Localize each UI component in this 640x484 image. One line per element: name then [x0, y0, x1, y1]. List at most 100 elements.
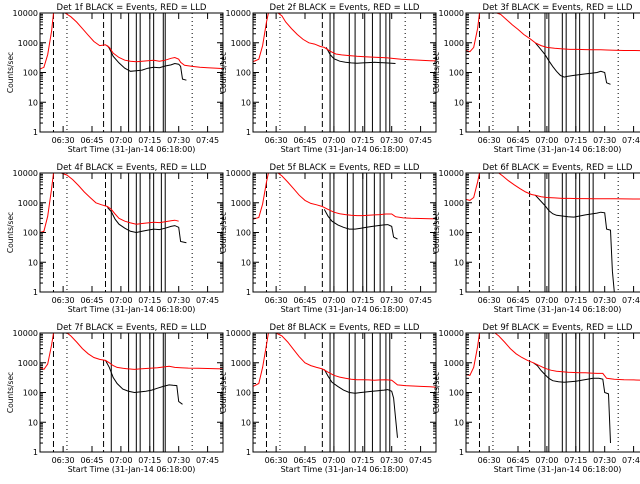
x-tick-label: 07:30 [380, 136, 403, 145]
y-tick-label: 10000 [13, 169, 38, 178]
y-tick-label: 1 [459, 288, 464, 297]
y-tick-label: 1000 [231, 39, 251, 48]
series-line-lld [40, 13, 223, 70]
y-tick-label: 10 [241, 98, 251, 107]
x-tick-label: 07:30 [167, 296, 190, 305]
panel-plot-area [253, 333, 436, 452]
x-tick-label: 06:45 [80, 456, 103, 465]
x-axis-label: Start Time (31-Jan-14 06:18:00) [494, 305, 622, 314]
y-tick-label: 100 [236, 69, 251, 78]
y-tick-label: 1 [33, 448, 38, 457]
x-tick-label: 07:30 [593, 456, 616, 465]
series-line-events [534, 194, 615, 292]
x-tick-label: 07:15 [564, 296, 587, 305]
x-tick-label: 06:45 [293, 296, 316, 305]
panel-det-5: 1 10 100 1000 10000 06:30 06:45 07:00 07:15 07:30… [219, 163, 437, 314]
series-line-lld [466, 173, 640, 201]
x-tick-label: 07:00 [109, 456, 132, 465]
x-axis-label: Start Time (31-Jan-14 06:18:00) [281, 305, 409, 314]
y-tick-label: 100 [449, 69, 464, 78]
panel-det-9: 1 10 100 1000 10000 06:30 06:45 07:00 07:15 07:30… [432, 323, 640, 474]
series-line-events [105, 360, 183, 405]
y-tick-label: 10 [28, 418, 38, 427]
x-axis-label: Start Time (31-Jan-14 06:18:00) [68, 145, 196, 154]
x-tick-label: 06:45 [506, 296, 529, 305]
axes-frame [39, 12, 224, 133]
x-tick-label: 07:15 [351, 136, 374, 145]
x-axis-label: Start Time (31-Jan-14 06:18:00) [68, 305, 196, 314]
x-tick-label: 06:45 [506, 136, 529, 145]
x-tick-label: 07:00 [535, 456, 558, 465]
y-tick-label: 10 [454, 418, 464, 427]
y-tick-label: 100 [23, 229, 38, 238]
x-tick-label: 06:45 [80, 296, 103, 305]
x-tick-label: 07:30 [380, 456, 403, 465]
panel-det-3: 1 10 100 1000 10000 06:30 06:45 07:00 07:15 07:30… [432, 3, 640, 154]
series-line-lld [466, 333, 640, 381]
x-tick-label: 07:00 [322, 136, 345, 145]
series-line-events [323, 209, 398, 240]
y-tick-label: 1 [246, 128, 251, 137]
y-axis-label: Counts/sec [6, 212, 15, 253]
x-tick-label: 06:30 [478, 296, 501, 305]
x-tick-label: 07:30 [380, 296, 403, 305]
series-line-lld [253, 173, 436, 220]
series-line-events [106, 45, 187, 81]
axes-frame [252, 12, 437, 133]
x-tick-label: 06:30 [478, 136, 501, 145]
x-tick-label: 07:45 [196, 456, 219, 465]
y-axis-label: Counts/sec [432, 52, 441, 93]
y-tick-label: 10000 [226, 9, 251, 18]
axes-frame [39, 332, 224, 453]
x-tick-label: 07:30 [593, 296, 616, 305]
y-tick-label: 1 [459, 128, 464, 137]
axes-frame [465, 332, 640, 453]
y-tick-label: 1000 [18, 359, 38, 368]
y-axis-label: Counts/sec [219, 212, 228, 253]
y-tick-label: 10000 [226, 169, 251, 178]
x-tick-label: 07:15 [564, 456, 587, 465]
x-axis-label: Start Time (31-Jan-14 06:18:00) [494, 465, 622, 474]
panel-plot-area [40, 333, 223, 452]
panel-plot-area [253, 173, 436, 292]
y-tick-label: 10000 [439, 9, 464, 18]
x-tick-label: 07:00 [535, 296, 558, 305]
y-axis-label: Counts/sec [219, 52, 228, 93]
panel-title: Det 9f BLACK = Events, RED = LLD [483, 323, 633, 333]
y-tick-label: 10000 [439, 329, 464, 338]
panel-det-2: 1 10 100 1000 10000 06:30 06:45 07:00 07:15 07:30… [219, 3, 437, 154]
x-tick-label: 07:45 [409, 136, 432, 145]
panel-title: Det 1f BLACK = Events, RED = LLD [57, 3, 207, 13]
series-line-lld [466, 13, 640, 53]
x-tick-label: 07:45 [196, 296, 219, 305]
panel-title: Det 2f BLACK = Events, RED = LLD [270, 3, 420, 13]
y-tick-label: 10 [241, 258, 251, 267]
y-tick-label: 1000 [231, 199, 251, 208]
x-tick-label: 07:00 [322, 456, 345, 465]
y-axis-label: Counts/sec [219, 372, 228, 413]
x-tick-label: 07:15 [564, 136, 587, 145]
y-tick-label: 1 [33, 128, 38, 137]
panel-det-1: 1 10 100 1000 10000 06:30 06:45 07:00 07:15 07:30… [6, 3, 224, 154]
series-line-lld [40, 333, 223, 371]
x-tick-label: 07:45 [196, 136, 219, 145]
x-tick-label: 07:15 [351, 296, 374, 305]
series-line-events [533, 362, 611, 444]
y-tick-label: 10 [241, 418, 251, 427]
y-tick-label: 1 [246, 288, 251, 297]
x-tick-label: 06:30 [478, 456, 501, 465]
x-tick-label: 06:30 [52, 136, 75, 145]
x-tick-label: 06:30 [52, 456, 75, 465]
panel-title: Det 3f BLACK = Events, RED = LLD [483, 3, 633, 13]
x-tick-label: 07:45 [409, 456, 432, 465]
axes-frame [465, 172, 640, 293]
x-tick-label: 07:00 [109, 136, 132, 145]
x-tick-label: 07:15 [351, 456, 374, 465]
series-line-events [325, 47, 396, 64]
panel-title: Det 7f BLACK = Events, RED = LLD [57, 323, 207, 333]
x-tick-label: 06:30 [265, 296, 288, 305]
x-axis-label: Start Time (31-Jan-14 06:18:00) [68, 465, 196, 474]
y-tick-label: 100 [449, 229, 464, 238]
series-line-lld [253, 13, 436, 63]
series-line-events [534, 42, 611, 85]
